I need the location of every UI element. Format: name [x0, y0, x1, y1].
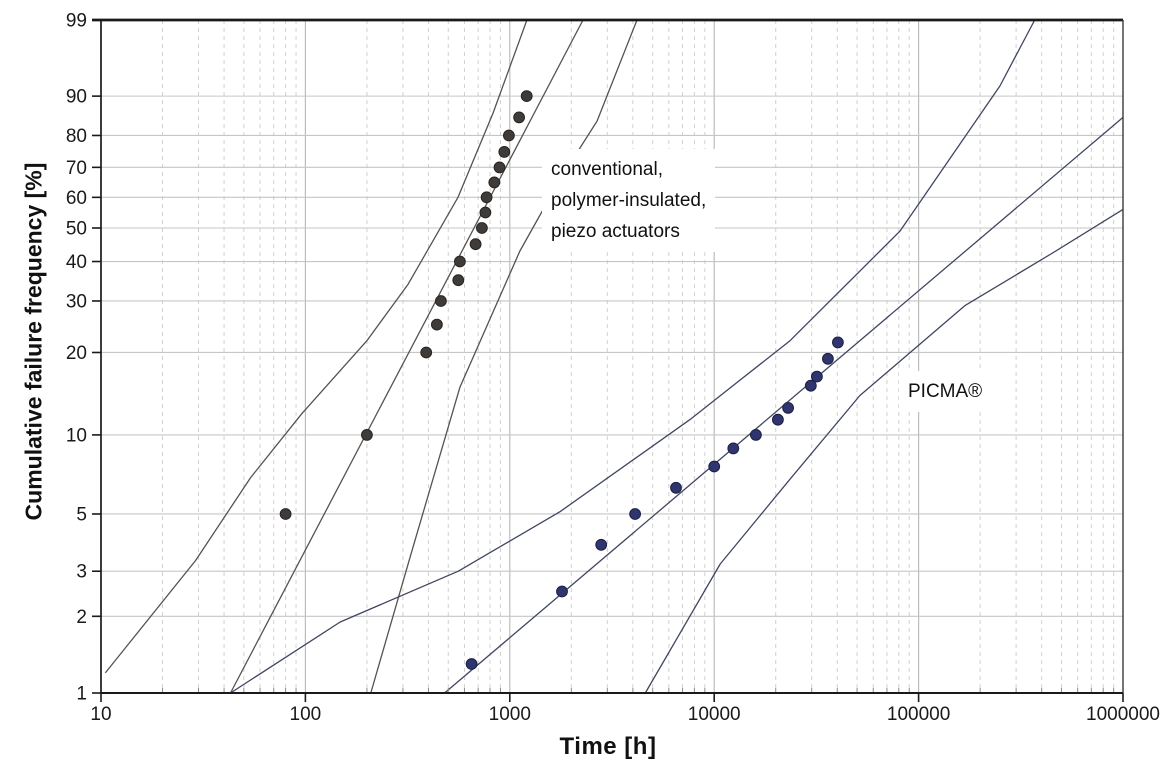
data-point-picma [782, 402, 794, 414]
x-tick-label: 10 [90, 704, 111, 725]
data-point-picma [811, 370, 823, 383]
y-tick-label: 20 [66, 343, 87, 364]
data-point-picma [595, 538, 608, 551]
lower-confidence-bound-conventional [370, 19, 638, 694]
y-tick-label: 99 [66, 11, 87, 32]
annotation-line: conventional, [551, 159, 663, 180]
data-point-picma [822, 352, 834, 365]
lower-confidence-bound-picma [644, 208, 1124, 694]
y-tick-label: 70 [66, 158, 87, 179]
data-point-picma [804, 379, 817, 392]
series-label-picma: PICMA® [899, 371, 992, 412]
data-point-picma [708, 460, 721, 473]
y-tick-label: 60 [66, 188, 87, 209]
plot-frame [92, 18, 1124, 694]
data-point-conventional [479, 206, 492, 219]
data-point-conventional [469, 238, 482, 251]
data-point-conventional [480, 191, 493, 204]
data-point-conventional [513, 111, 525, 124]
data-point-picma [556, 585, 568, 598]
data-point-picma [629, 508, 641, 520]
data-point-picma [465, 658, 478, 670]
x-tick-label: 10000 [688, 704, 741, 725]
series-conventional [104, 19, 638, 694]
data-point-conventional [435, 295, 447, 307]
x-axis-title: Time [h] [559, 733, 657, 760]
data-point-conventional [454, 255, 466, 268]
tick-labels: 10 100 1000 10000 100000 1000000 1 2 3 5 10 20 30 40 5… [66, 11, 1160, 726]
x-tick-label: 100 [290, 704, 322, 725]
data-point-picma [832, 336, 844, 349]
minor-gridlines [162, 20, 1115, 693]
data-point-picma [727, 442, 740, 455]
y-tick-label: 10 [66, 425, 87, 446]
y-tick-label: 50 [66, 218, 87, 239]
annotation-line: polymer-insulated, [551, 190, 707, 211]
upper-confidence-bound-conventional [104, 19, 528, 674]
data-point-conventional [520, 90, 533, 102]
annotation-line: piezo actuators [551, 221, 680, 242]
data-point-conventional [488, 176, 501, 189]
data-point-conventional [493, 161, 506, 174]
x-tick-label: 100000 [887, 704, 950, 725]
data-point-conventional [503, 129, 515, 142]
annotation-line: PICMA® [908, 381, 983, 402]
y-tick-label: 30 [66, 291, 87, 312]
data-point-conventional [361, 429, 373, 441]
y-axis-title: Cumulative failure frequency [%] [20, 162, 47, 521]
data-point-conventional [452, 274, 465, 287]
y-tick-label: 40 [66, 252, 87, 273]
data-point-picma [750, 429, 762, 441]
data-point-picma [772, 413, 784, 426]
data-point-conventional [476, 222, 488, 234]
y-tick-label: 3 [76, 562, 87, 583]
data-point-conventional [431, 318, 443, 331]
series-label-conventional: conventional, polymer-insulated, piezo act… [542, 149, 716, 252]
x-tick-label: 1000000 [1086, 704, 1160, 725]
x-tick-label: 1000 [489, 704, 531, 725]
y-tick-label: 80 [66, 126, 87, 147]
y-tick-label: 1 [76, 684, 87, 705]
y-tick-label: 90 [66, 87, 87, 108]
y-tick-label: 2 [76, 607, 87, 628]
data-point-picma [670, 481, 682, 494]
upper-confidence-bound-picma [230, 19, 1036, 694]
fit-line-conventional [229, 19, 584, 694]
y-tick-label: 5 [76, 504, 87, 525]
data-point-conventional [279, 508, 292, 520]
series-picma [230, 19, 1124, 694]
data-point-conventional [420, 346, 433, 359]
horizontal-gridlines [101, 19, 1123, 694]
data-point-conventional [498, 146, 511, 158]
